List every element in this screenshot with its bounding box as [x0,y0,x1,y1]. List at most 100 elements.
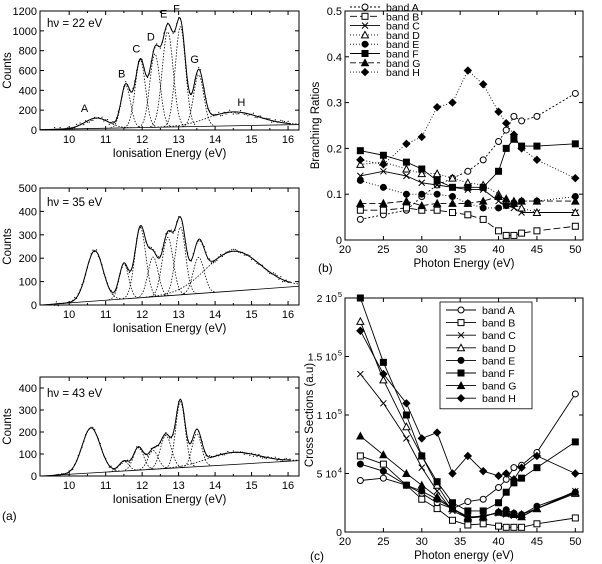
series-marker [502,202,510,210]
data-point [234,112,236,114]
series-marker [379,206,387,214]
series-marker [464,167,472,175]
data-point [90,253,92,255]
series-marker [448,192,456,200]
data-point [199,240,202,242]
panel-label-a: (a) [2,509,17,523]
data-point [199,436,202,438]
data-point [241,112,244,114]
data-point [55,128,58,131]
data-point [174,31,176,33]
data-point [269,457,271,459]
data-point [263,117,265,119]
series-marker [517,203,526,212]
data-point [214,261,216,263]
data-point [112,121,114,123]
data-point [97,438,99,440]
data-point [282,281,284,283]
data-point [243,113,245,115]
data-point [278,457,280,460]
legend-marker [360,30,370,39]
branching-ratio-panel: 20 25 30 35 40 45 50 0 0.1 0.2 0.3 0.4 0.5 Photon Ene… [310,2,584,270]
fitted-curve [54,398,291,476]
data-point [178,401,180,403]
data-point [247,453,249,455]
data-point [267,271,269,273]
series-marker [494,191,503,200]
data-point [75,123,78,125]
x-axis-label: Photon energy (eV) [414,550,514,562]
data-point [209,110,211,112]
data-point [141,59,143,61]
data-point [282,460,284,462]
y-axis-label: Branching Ratios [310,81,322,169]
x-tick-label: 30 [416,536,428,548]
data-point [110,289,112,291]
data-point [190,440,192,442]
data-point [251,258,253,260]
data-point [179,398,181,400]
series-marker [448,198,457,207]
series-marker [502,488,510,496]
baseline-line [39,285,300,306]
y-axis-label: Counts [2,408,14,445]
data-point [207,258,209,260]
data-point [83,124,85,126]
legend-marker [361,12,369,20]
data-point [165,233,167,235]
data-point [101,116,103,118]
data-point [238,113,240,115]
data-point [165,28,167,30]
data-point [265,117,267,119]
data-point [161,41,163,43]
legend-marker [457,369,465,377]
series-marker [494,507,503,516]
data-point [75,460,78,462]
data-point [132,456,134,459]
data-point [183,413,185,415]
series-marker [356,431,365,440]
data-point [55,301,58,303]
data-point [221,454,223,456]
y-tick-label: 200 [19,105,37,117]
data-point [276,274,278,277]
data-point [81,123,83,125]
series-marker [433,206,441,214]
y-tick-label: 0 [31,300,37,312]
y-tick-label: 200 [19,253,37,265]
series-marker [379,369,388,379]
data-point [85,434,87,436]
data-point [125,265,127,267]
legend-label: band G [482,381,516,393]
data-point [227,251,229,253]
data-point [112,468,114,470]
peak-component-F [165,401,196,469]
data-point [278,278,280,280]
series-marker [379,358,387,366]
series-marker [433,176,441,184]
data-point [232,113,234,115]
series-marker [402,481,410,489]
data-point [245,254,247,256]
y-tick-label: 0 [31,125,37,137]
series-marker [356,215,364,223]
fitted-curve [54,16,291,130]
plot-frame [39,376,300,477]
data-point [272,272,275,274]
data-point [79,122,81,124]
data-point [238,251,240,253]
series-marker [479,495,487,503]
y-tick-label: 0.4 [327,52,342,64]
series-marker [418,495,426,503]
data-point [229,250,231,252]
data-point [117,110,119,112]
peak-label-C: C [132,44,140,56]
data-point [54,127,56,129]
data-point [54,304,56,306]
series-marker [479,520,487,528]
series-marker [495,499,503,507]
data-point [187,439,189,441]
peak-component-B [108,263,139,301]
data-point [189,442,191,444]
data-point [68,470,70,472]
